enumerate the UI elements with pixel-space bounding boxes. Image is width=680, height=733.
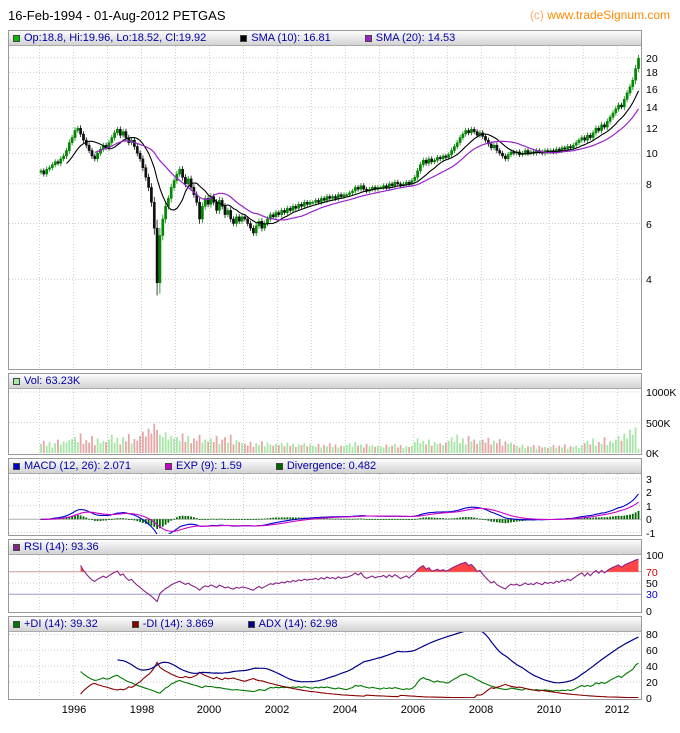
macd-legend-label: MACD (12, 26): 2.071 (24, 460, 131, 472)
adx-swatch-icon (247, 620, 255, 628)
sma10-swatch-icon (240, 34, 248, 42)
legend-item-di-plus: +DI (14): 39.32 (13, 618, 98, 630)
legend-item-sma10: SMA (10): 16.81 (240, 32, 331, 44)
x-tick-label: 1996 (61, 704, 87, 716)
y-tick-label: 3 (646, 474, 652, 486)
sma20-legend-label: SMA (20): 14.53 (375, 32, 456, 44)
di-adx-chart-svg (9, 632, 641, 698)
legend-item-macd: MACD (12, 26): 2.071 (13, 460, 131, 472)
adx-legend-label: ADX (14): 62.98 (258, 618, 338, 630)
volume-legend-label: Vol: 63.23K (24, 375, 81, 387)
rsi-legend-label: RSI (14): 93.36 (24, 541, 99, 553)
y-tick-label: 50 (646, 578, 658, 590)
y-tick-label: 1000K (646, 387, 677, 399)
di-minus-swatch-icon (131, 620, 139, 628)
legend-item-volume: Vol: 63.23K (13, 375, 80, 387)
y-tick-label: 80 (646, 629, 658, 641)
rsi-swatch-icon (13, 543, 20, 551)
y-tick-label: 60 (646, 645, 658, 657)
credit-prefix: (c) (529, 8, 544, 22)
di-adx-legend: +DI (14): 39.32 -DI (14): 3.869 ADX (14)… (9, 617, 641, 632)
price-chart-svg (9, 46, 641, 368)
volume-legend: Vol: 63.23K (9, 374, 641, 389)
legend-item-rsi: RSI (14): 93.36 (13, 541, 99, 553)
y-tick-label: 18 (646, 67, 658, 79)
di-minus-legend-label: -DI (14): 3.869 (142, 618, 214, 630)
sma10-legend-label: SMA (10): 16.81 (251, 32, 331, 44)
y-tick-label: 1 (646, 501, 652, 513)
page-title: 16-Feb-1994 - 01-Aug-2012 PETGAS (8, 8, 226, 23)
y-tick-label: 20 (646, 53, 658, 65)
macd-panel: MACD (12, 26): 2.071 EXP (9): 1.59 Diver… (8, 458, 642, 536)
y-tick-label: 0K (646, 448, 659, 460)
y-tick-label: 6 (646, 219, 652, 231)
legend-item-exp: EXP (9): 1.59 (165, 460, 242, 472)
legend-item-sma20: SMA (20): 14.53 (364, 32, 456, 44)
x-tick-label: 2002 (264, 704, 290, 716)
volume-chart-svg (9, 389, 641, 453)
y-tick-label: 70 (646, 567, 658, 579)
price-legend: Op:18.8, Hi:19.96, Lo:18.52, Cl:19.92 SM… (9, 31, 641, 46)
y-tick-label: 10 (646, 148, 658, 160)
y-tick-label: 0 (646, 693, 652, 705)
x-tick-label: 2008 (468, 704, 494, 716)
macd-legend: MACD (12, 26): 2.071 EXP (9): 1.59 Diver… (9, 459, 641, 474)
ohlc-legend-label: Op:18.8, Hi:19.96, Lo:18.52, Cl:19.92 (24, 32, 207, 44)
x-tick-label: 2012 (604, 704, 630, 716)
y-tick-label: 2 (646, 487, 652, 499)
y-tick-label: 14 (646, 102, 658, 114)
exp-swatch-icon (165, 462, 172, 470)
y-tick-label: 12 (646, 123, 658, 135)
x-tick-label: 1998 (129, 704, 155, 716)
y-tick-label: 30 (646, 589, 658, 601)
volume-swatch-icon (13, 377, 20, 385)
y-tick-label: 8 (646, 179, 652, 191)
y-tick-label: 4 (646, 274, 652, 286)
volume-panel: Vol: 63.23K (8, 373, 642, 455)
di-adx-panel: +DI (14): 39.32 -DI (14): 3.869 ADX (14)… (8, 616, 642, 700)
x-tick-label: 2006 (400, 704, 426, 716)
y-tick-label: 16 (646, 84, 658, 96)
exp-legend-label: EXP (9): 1.59 (176, 460, 242, 472)
tradesignum-link[interactable]: www.tradeSignum.com (547, 8, 670, 22)
y-tick-label: 0 (646, 514, 652, 526)
sma20-swatch-icon (364, 34, 372, 42)
y-tick-label: 40 (646, 661, 658, 673)
rsi-chart-svg (9, 555, 641, 611)
y-tick-label: -1 (646, 528, 656, 540)
legend-item-adx: ADX (14): 62.98 (247, 618, 338, 630)
legend-item-di-minus: -DI (14): 3.869 (131, 618, 214, 630)
legend-item-divergence: Divergence: 0.482 (275, 460, 377, 472)
x-tick-label: 2010 (536, 704, 562, 716)
y-tick-label: 0 (646, 606, 652, 618)
rsi-panel: RSI (14): 93.36 (8, 539, 642, 613)
price-panel: Op:18.8, Hi:19.96, Lo:18.52, Cl:19.92 SM… (8, 30, 642, 370)
legend-item-ohlc: Op:18.8, Hi:19.96, Lo:18.52, Cl:19.92 (13, 32, 206, 44)
y-tick-label: 100 (646, 550, 664, 562)
di-plus-legend-label: +DI (14): 39.32 (24, 618, 98, 630)
x-tick-label: 2004 (332, 704, 358, 716)
site-credit: (c) www.tradeSignum.com (530, 8, 670, 22)
y-tick-label: 500K (646, 418, 671, 430)
y-tick-label: 20 (646, 677, 658, 689)
divergence-swatch-icon (275, 462, 283, 470)
rsi-legend: RSI (14): 93.36 (9, 540, 641, 555)
ohlc-swatch-icon (13, 34, 20, 42)
macd-chart-svg (9, 474, 641, 534)
di-plus-swatch-icon (13, 620, 20, 628)
x-tick-label: 2000 (196, 704, 222, 716)
divergence-legend-label: Divergence: 0.482 (286, 460, 377, 472)
macd-swatch-icon (13, 462, 20, 470)
